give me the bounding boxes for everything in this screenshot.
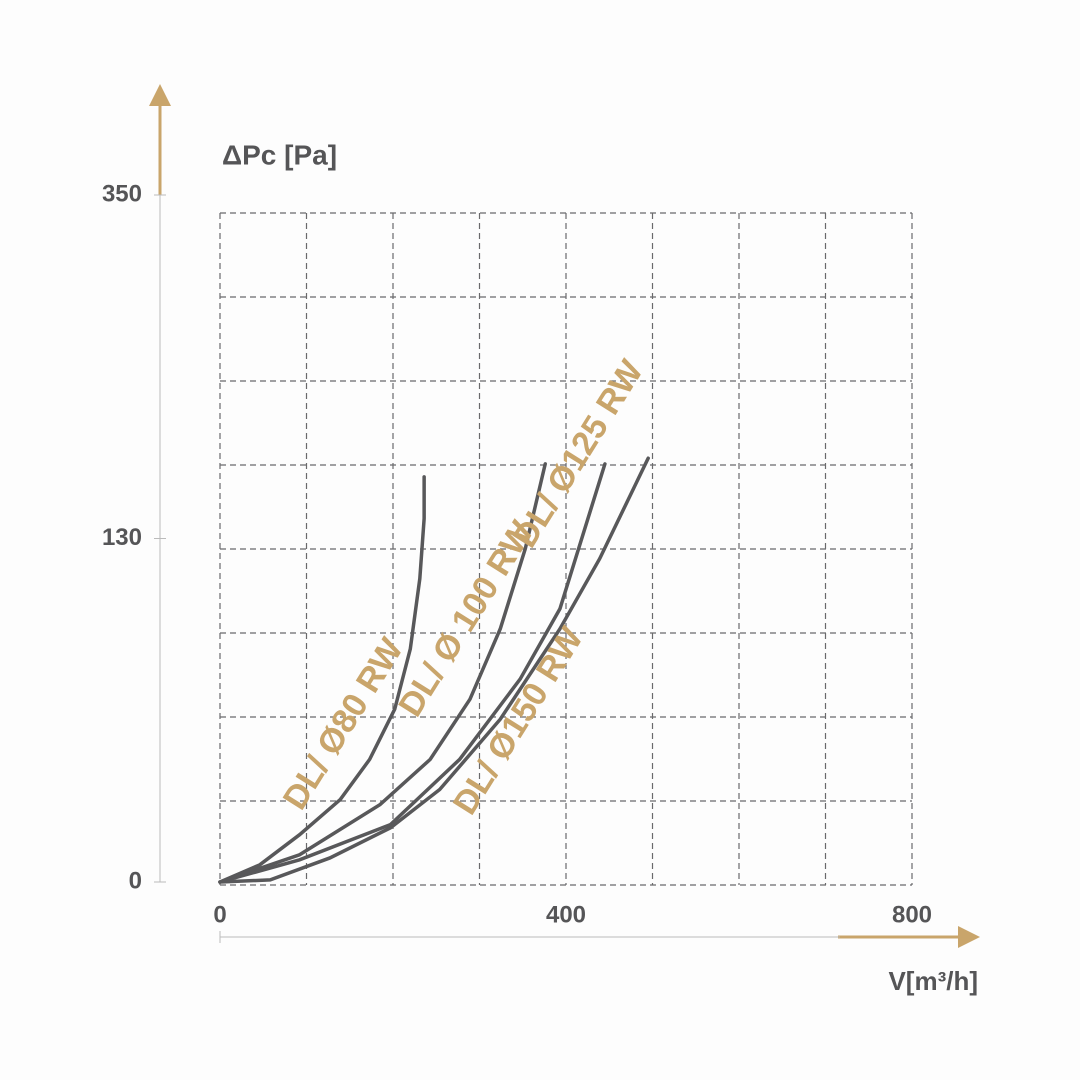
curve xyxy=(218,456,650,884)
y-tick-label: 130 xyxy=(102,524,142,551)
x-axis-title: V[m³/h] xyxy=(888,966,978,996)
x-tick-label: 800 xyxy=(892,901,932,928)
x-tick-label: 400 xyxy=(546,901,586,928)
curve xyxy=(218,462,547,884)
x-arrow-head xyxy=(958,926,980,948)
y-arrow-head xyxy=(149,84,171,106)
curve xyxy=(218,462,607,884)
y-tick-label: 0 xyxy=(129,867,142,894)
y-axis-title: ΔPc [Pa] xyxy=(222,139,337,170)
curve xyxy=(218,475,426,884)
x-tick-label: 0 xyxy=(213,901,226,928)
y-tick-label: 350 xyxy=(102,180,142,207)
